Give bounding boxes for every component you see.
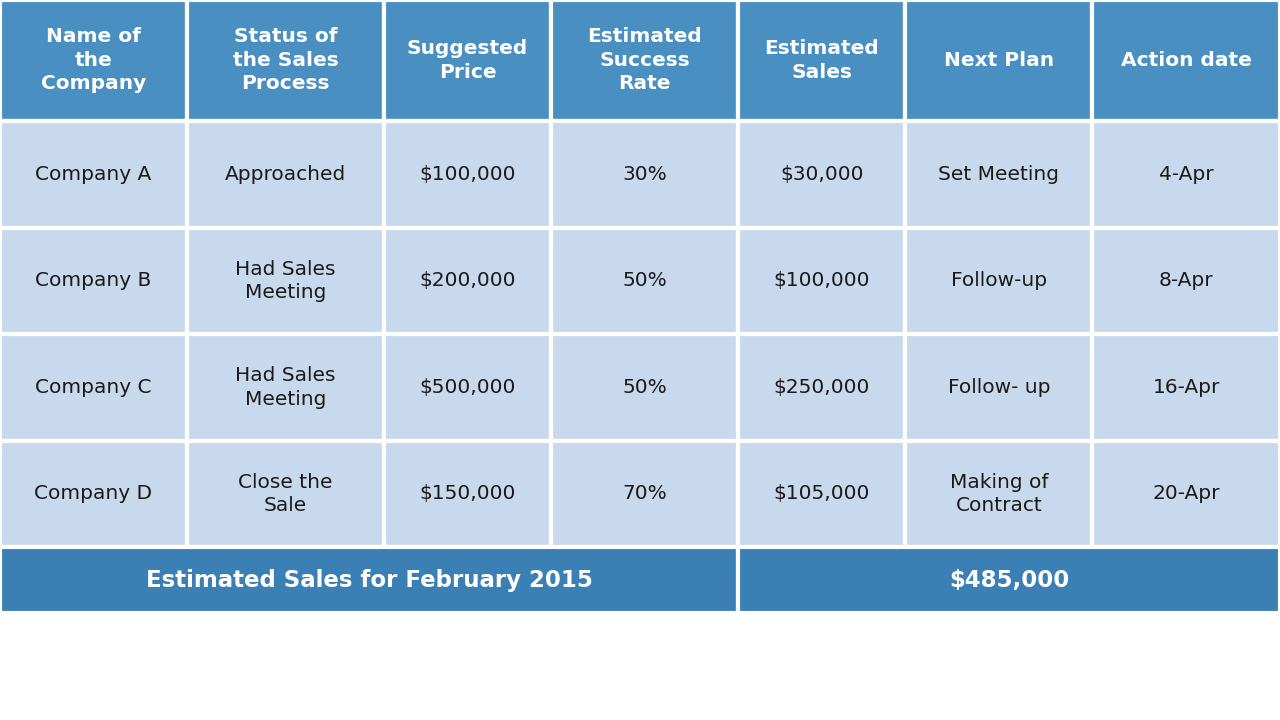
Bar — [739, 0, 905, 121]
Bar — [384, 121, 552, 228]
Text: 16-Apr: 16-Apr — [1152, 378, 1220, 397]
Bar — [905, 228, 1093, 334]
Bar — [384, 0, 552, 121]
Text: Suggested
Price: Suggested Price — [407, 39, 529, 82]
Text: 70%: 70% — [622, 485, 667, 503]
Bar — [187, 441, 384, 547]
Bar — [1093, 228, 1280, 334]
Bar — [1093, 441, 1280, 547]
Text: Estimated Sales for February 2015: Estimated Sales for February 2015 — [146, 569, 593, 592]
Text: Name of
the
Company: Name of the Company — [41, 27, 146, 94]
Bar — [552, 0, 739, 121]
Bar — [905, 0, 1093, 121]
Text: 30%: 30% — [622, 165, 667, 184]
Bar — [187, 228, 384, 334]
Text: Company D: Company D — [35, 485, 152, 503]
Bar — [187, 0, 384, 121]
Text: $100,000: $100,000 — [420, 165, 516, 184]
Text: Company C: Company C — [36, 378, 152, 397]
Text: $485,000: $485,000 — [948, 569, 1069, 592]
Text: 20-Apr: 20-Apr — [1152, 485, 1220, 503]
Text: $30,000: $30,000 — [780, 165, 864, 184]
Bar — [552, 228, 739, 334]
Bar — [905, 441, 1093, 547]
Text: Company B: Company B — [36, 271, 151, 290]
Bar — [384, 441, 552, 547]
Text: Approached: Approached — [225, 165, 346, 184]
Bar — [905, 121, 1093, 228]
Text: Follow- up: Follow- up — [947, 378, 1050, 397]
Text: Next Plan: Next Plan — [943, 51, 1053, 70]
Text: Had Sales
Meeting: Had Sales Meeting — [236, 366, 335, 409]
Text: $200,000: $200,000 — [420, 271, 516, 290]
Text: $105,000: $105,000 — [773, 485, 870, 503]
Bar — [0, 121, 187, 228]
Bar — [552, 334, 739, 441]
Bar — [905, 334, 1093, 441]
Bar — [0, 334, 187, 441]
Bar — [552, 441, 739, 547]
Bar — [187, 121, 384, 228]
Text: Follow-up: Follow-up — [951, 271, 1047, 290]
Text: $250,000: $250,000 — [773, 378, 870, 397]
Text: $500,000: $500,000 — [420, 378, 516, 397]
Bar — [739, 547, 1280, 613]
Text: 50%: 50% — [622, 378, 667, 397]
Bar — [0, 441, 187, 547]
Bar — [552, 121, 739, 228]
Bar — [739, 121, 905, 228]
Text: Set Meeting: Set Meeting — [938, 165, 1060, 184]
Bar — [739, 334, 905, 441]
Text: 8-Apr: 8-Apr — [1158, 271, 1213, 290]
Text: 50%: 50% — [622, 271, 667, 290]
Bar — [739, 441, 905, 547]
Text: Company A: Company A — [36, 165, 151, 184]
Bar — [1093, 0, 1280, 121]
Bar — [384, 334, 552, 441]
Text: Making of
Contract: Making of Contract — [950, 472, 1048, 516]
Bar — [187, 334, 384, 441]
Text: Had Sales
Meeting: Had Sales Meeting — [236, 259, 335, 302]
Bar — [384, 228, 552, 334]
Text: Close the
Sale: Close the Sale — [238, 472, 333, 516]
Bar — [1093, 121, 1280, 228]
Bar — [0, 547, 739, 613]
Text: Action date: Action date — [1121, 51, 1252, 70]
Text: Estimated
Success
Rate: Estimated Success Rate — [588, 27, 701, 94]
Text: $100,000: $100,000 — [773, 271, 870, 290]
Text: $150,000: $150,000 — [420, 485, 516, 503]
Text: 4-Apr: 4-Apr — [1158, 165, 1213, 184]
Bar — [0, 0, 187, 121]
Bar — [0, 228, 187, 334]
Bar — [739, 228, 905, 334]
Text: Estimated
Sales: Estimated Sales — [764, 39, 879, 82]
Bar — [1093, 334, 1280, 441]
Text: Status of
the Sales
Process: Status of the Sales Process — [233, 27, 338, 94]
